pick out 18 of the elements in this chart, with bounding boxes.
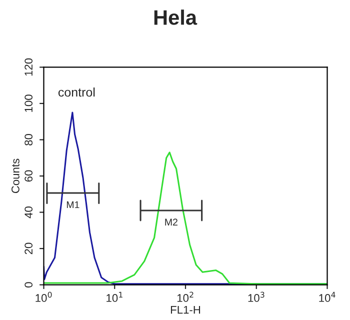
annotation: M2 — [165, 218, 178, 226]
annotation: M1 — [66, 201, 80, 208]
y-tick-label: 80 — [24, 134, 33, 146]
y-tick-label: 0 — [24, 282, 33, 288]
y-tick-label: 20 — [24, 242, 33, 254]
y-tick-label: 100 — [24, 94, 33, 112]
y-tick-label: 60 — [24, 170, 33, 182]
x-tick-label: 10$^{4}$ — [319, 292, 336, 302]
x-tick-label: 10$^{2}$ — [177, 292, 194, 302]
x-axis-title: FL1-H — [170, 306, 200, 314]
y-tick-label: 120 — [24, 58, 33, 76]
x-tick-label: 10$^{1}$ — [106, 292, 122, 302]
annotation: control — [58, 87, 95, 97]
x-tick-label: 10$^{0}$ — [36, 292, 52, 302]
y-axis-title: Counts — [12, 158, 20, 194]
x-tick-label: 10$^{3}$ — [248, 292, 264, 302]
y-tick-label: 40 — [24, 206, 33, 218]
chart-title: Hela — [154, 10, 198, 25]
